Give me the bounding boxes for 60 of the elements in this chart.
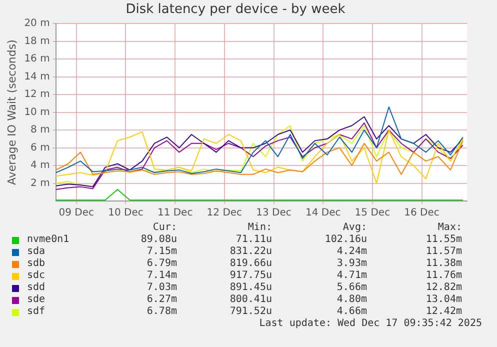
text: 7.14m bbox=[146, 270, 177, 282]
x-tick-label: 14 Dec bbox=[305, 208, 341, 219]
legend-label: sdc bbox=[27, 270, 46, 282]
text: 891.45u bbox=[228, 282, 272, 294]
text: 4.80m bbox=[336, 294, 367, 306]
text: 89.08u bbox=[140, 234, 177, 246]
x-tick-label: 10 Dec bbox=[108, 208, 144, 219]
text: Cur: bbox=[152, 222, 177, 234]
text: 4.71m bbox=[336, 270, 367, 282]
text: 800.41u bbox=[228, 294, 272, 306]
y-tick-label: 2 m bbox=[30, 178, 50, 189]
y-tick-label: 10 m bbox=[24, 106, 50, 118]
text: 11.57m bbox=[424, 246, 462, 258]
chart-title: Disk latency per device - by week bbox=[126, 2, 346, 18]
text: 11.55m bbox=[424, 234, 462, 246]
y-tick-label: 18 m bbox=[24, 36, 50, 47]
y-tick-label: 14 m bbox=[24, 71, 50, 82]
y-axis-title: Average IO Wait (seconds) bbox=[5, 40, 18, 185]
text: 11.76m bbox=[424, 270, 462, 282]
y-tick-label: 8 m bbox=[30, 124, 50, 136]
y-tick-label: 6 m bbox=[30, 142, 50, 154]
text: 6.78m bbox=[146, 306, 177, 318]
y-tick-label: 4 m bbox=[30, 160, 50, 172]
x-tick-label: 13 Dec bbox=[256, 208, 292, 219]
text: 917.75u bbox=[228, 270, 272, 282]
text: 3.93m bbox=[336, 258, 367, 270]
legend-label: sde bbox=[27, 294, 46, 306]
text: 71.11u bbox=[234, 234, 272, 246]
text: 102.16u bbox=[324, 234, 367, 246]
x-tick-label: 12 Dec bbox=[206, 208, 242, 219]
text: 6.79m bbox=[146, 258, 177, 270]
x-tick-label: 16 Dec bbox=[404, 208, 440, 219]
text: Max: bbox=[436, 222, 462, 234]
text: 7.03m bbox=[146, 282, 177, 294]
legend-label: sdb bbox=[27, 258, 46, 270]
text: 819.66u bbox=[228, 258, 272, 270]
x-tick-label: 15 Dec bbox=[354, 208, 390, 219]
legend-label: nvme0n1 bbox=[27, 234, 70, 246]
text: 11.38m bbox=[424, 258, 462, 270]
legend-label: sdf bbox=[27, 306, 46, 318]
text: 831.22u bbox=[228, 246, 272, 258]
text: 13.04m bbox=[424, 294, 462, 306]
y-tick-label: 12 m bbox=[24, 89, 50, 100]
text: Last update: Wed Dec 17 09:35:42 2025 bbox=[258, 318, 482, 329]
text: 12.82m bbox=[424, 282, 462, 294]
text: 6.27m bbox=[146, 294, 177, 306]
legend-label: sda bbox=[27, 246, 46, 258]
text: 5.66m bbox=[336, 282, 367, 294]
text: 12.42m bbox=[424, 306, 462, 318]
text: 791.52u bbox=[228, 306, 272, 318]
text: Min: bbox=[246, 222, 272, 234]
legend-label: sdd bbox=[27, 282, 46, 294]
text: 7.15m bbox=[146, 246, 177, 258]
y-tick-label: 16 m bbox=[24, 54, 50, 65]
text: 4.66m bbox=[336, 306, 367, 318]
text: Avg: bbox=[342, 222, 367, 234]
y-tick-label: 20 m bbox=[24, 18, 50, 30]
text: 4.24m bbox=[336, 246, 367, 258]
x-tick-label: 09 Dec bbox=[58, 208, 94, 219]
x-tick-label: 11 Dec bbox=[157, 208, 193, 219]
